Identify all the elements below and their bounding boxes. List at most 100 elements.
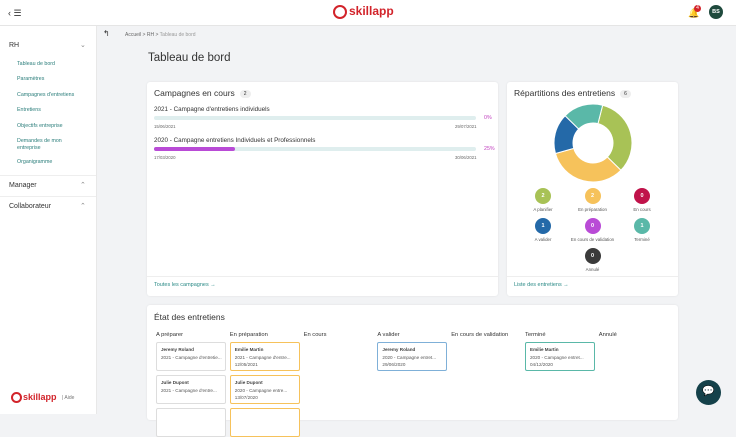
status-count[interactable]: 2 (535, 188, 551, 204)
nav-item[interactable]: Paramètres (17, 76, 45, 83)
card-name[interactable]: Emilie Martin (530, 347, 559, 352)
bell[interactable]: 🔔 (688, 8, 700, 18)
chevron[interactable]: ⌃ (80, 203, 86, 210)
count-badge: 2 (239, 89, 251, 98)
campaigns-title: Campagnes en cours 2 (154, 88, 251, 98)
board-card[interactable] (229, 408, 300, 437)
status-label: A valider (534, 237, 552, 242)
status-count[interactable]: 1 (535, 218, 551, 234)
board-card[interactable]: Julie Dupont 2021 - Campagne d'entre... (156, 375, 226, 404)
status-count[interactable]: 1 (634, 218, 650, 234)
board-card[interactable]: Emilie Martin 2021 - Campagne d'entre... 1… (229, 342, 300, 371)
board-card[interactable]: Jeremy Roland 2021 - Campagne d'entretie.… (156, 342, 226, 371)
card-campaign[interactable]: 2020 - Campagne entre... (234, 388, 288, 393)
menu-button[interactable]: ‹ ☰ (8, 8, 22, 18)
link-text[interactable]: Liste des entretiens (514, 282, 562, 288)
card-name[interactable]: Jeremy Roland (382, 347, 416, 352)
start-date: 15/06/2021 (154, 124, 176, 129)
start-date: 17/03/2020 (154, 155, 176, 160)
status-count[interactable]: 0 (584, 218, 601, 234)
section-title[interactable]: RH (9, 42, 20, 49)
status-label: A planifier (533, 207, 553, 212)
sidebar (0, 26, 97, 414)
back-button[interactable]: ↰ (103, 29, 110, 38)
card-name[interactable]: Emilie Martin (234, 347, 264, 352)
card-date[interactable]: 04/12/2020 (530, 362, 553, 367)
help-link[interactable]: | Aide (62, 395, 75, 401)
count-badge: 6 (620, 89, 631, 98)
card-campaign[interactable]: 2021 - Campagne d'entre... (234, 355, 291, 360)
board-title: État des entretiens (154, 312, 225, 322)
footer-logo: skillapp (23, 392, 57, 402)
page-title: Tableau de bord (148, 52, 231, 64)
progress-label: 25% (484, 146, 495, 152)
card-campaign[interactable]: 2020 - Campagne entret... (382, 355, 437, 360)
chat-button[interactable]: 💬 (696, 380, 721, 405)
campaign-name[interactable]: 2021 - Campagne d'entretiens individuels (154, 106, 270, 113)
divider (507, 276, 678, 277)
nav-item[interactable]: Organigramme (17, 159, 53, 165)
board-card[interactable]: Jeremy Roland 2020 - Campagne entret... 29… (377, 342, 448, 371)
column-title: Annulé (598, 332, 617, 338)
section-title[interactable]: Manager (9, 182, 37, 189)
campaigns-heading: Campagnes en cours (154, 88, 235, 98)
section-title[interactable]: Collaborateur (9, 203, 52, 210)
end-date: 30/06/2021 (455, 155, 477, 160)
link-text[interactable]: Toutes les campagnes (154, 282, 209, 288)
end-date: 29/07/2021 (455, 124, 477, 129)
board-card[interactable] (156, 408, 226, 437)
card-name[interactable]: Julie Dupont (234, 380, 263, 385)
status-label: En préparation (578, 207, 607, 212)
status-count[interactable]: 0 (634, 188, 650, 204)
nav-item[interactable]: Demandes de mon entreprise (17, 138, 62, 151)
progress-track (154, 147, 476, 151)
column-title: A préparer (156, 332, 184, 338)
card-date[interactable]: 12/05/2021 (234, 362, 258, 367)
campaign-name[interactable]: 2020 - Campagne entretiens Individuels e… (154, 137, 316, 144)
top-bar (0, 0, 736, 26)
crumb[interactable]: Accueil (125, 32, 142, 38)
status-label: Terminé (634, 237, 650, 242)
help[interactable]: Aide (64, 395, 75, 401)
logo-icon (333, 5, 347, 19)
crumb: Tableau de bord (159, 32, 196, 38)
card-name[interactable]: Jeremy Roland (161, 347, 194, 352)
chevron[interactable]: ⌄ (80, 42, 86, 49)
crumb[interactable]: RH (146, 32, 155, 38)
divider (0, 196, 96, 197)
card-campaign[interactable]: 2021 - Campagne d'entre... (161, 388, 217, 393)
column-title: En cours de validation (451, 332, 509, 338)
campaigns-card (147, 82, 498, 296)
divider (0, 175, 96, 176)
card-date[interactable]: 29/06/2020 (382, 362, 406, 367)
nav-item[interactable]: Entretiens (17, 107, 41, 114)
card-name[interactable]: Julie Dupont (161, 380, 189, 385)
status-count[interactable]: 2 (584, 188, 601, 204)
distribution-link[interactable]: Liste des entretiens → (514, 282, 569, 288)
card-campaign[interactable]: 2020 - Campagne entret... (530, 355, 584, 360)
board-card[interactable]: Julie Dupont 2020 - Campagne entre... 13/0… (229, 375, 300, 404)
card-campaign[interactable]: 2021 - Campagne d'entretie... (161, 355, 222, 360)
nav-item[interactable]: Objectifs entreprise (17, 122, 63, 129)
chevron[interactable]: ⌃ (80, 182, 86, 189)
column-title: En cours (303, 332, 327, 338)
nav-item[interactable]: Tableau de bord (17, 61, 55, 67)
distribution-heading: Répartitions des entretiens (514, 88, 616, 98)
progress-label: 0% (484, 115, 492, 121)
nav-item[interactable]: Campagnes d'entretiens (17, 91, 75, 98)
board-card[interactable]: Emilie Martin 2020 - Campagne entret... 04… (525, 342, 595, 371)
donut-chart (553, 103, 633, 183)
column-title: Terminé (525, 332, 546, 338)
progress-track (154, 116, 476, 120)
campaigns-link[interactable]: Toutes les campagnes → (154, 282, 216, 288)
status-count[interactable]: 0 (584, 248, 601, 264)
donut-segment (564, 103, 604, 130)
distribution-title: Répartitions des entretiens 6 (514, 88, 631, 98)
logo: skillapp (349, 4, 394, 18)
status-label: En cours de validation (570, 237, 615, 242)
card-date[interactable]: 13/07/2020 (234, 395, 258, 400)
divider (147, 276, 498, 277)
avatar[interactable]: BS (709, 5, 723, 19)
breadcrumb: Accueil > RH > Tableau de bord (125, 32, 196, 38)
